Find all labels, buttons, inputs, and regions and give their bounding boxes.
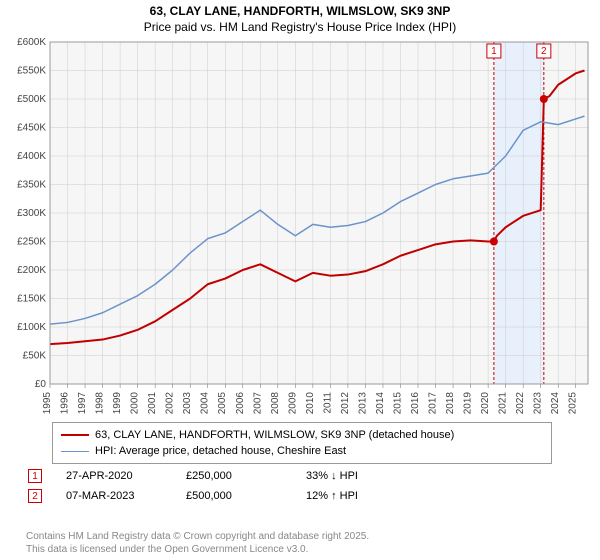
svg-text:£250K: £250K bbox=[17, 237, 46, 248]
svg-text:2001: 2001 bbox=[147, 392, 158, 415]
svg-text:2010: 2010 bbox=[305, 392, 316, 415]
line-chart-svg: £0 £50K £100K £150K £200K £250K £300K £350K £400… bbox=[0, 36, 600, 418]
svg-text:2023: 2023 bbox=[533, 392, 544, 415]
legend-row: HPI: Average price, detached house, Ches… bbox=[61, 443, 543, 459]
svg-text:2016: 2016 bbox=[410, 392, 421, 415]
event-date: 27-APR-2020 bbox=[66, 470, 186, 482]
legend-label: HPI: Average price, detached house, Ches… bbox=[95, 445, 346, 457]
svg-text:2019: 2019 bbox=[463, 392, 474, 415]
event-pct: 33% ↓ HPI bbox=[306, 470, 426, 482]
svg-text:1998: 1998 bbox=[95, 392, 106, 415]
svg-text:1997: 1997 bbox=[77, 392, 88, 415]
footer-attribution: Contains HM Land Registry data © Crown c… bbox=[26, 531, 369, 556]
legend-swatch bbox=[61, 451, 89, 452]
svg-text:£600K: £600K bbox=[17, 37, 46, 48]
svg-text:2017: 2017 bbox=[428, 392, 439, 415]
svg-text:2025: 2025 bbox=[568, 392, 579, 415]
event-table: 1 27-APR-2020£250,00033% ↓ HPI 2 07-MAR-202… bbox=[28, 466, 426, 506]
svg-text:2005: 2005 bbox=[217, 392, 228, 415]
svg-text:2007: 2007 bbox=[252, 392, 263, 415]
footer-line2: This data is licensed under the Open Gov… bbox=[26, 544, 369, 557]
footer-line1: Contains HM Land Registry data © Crown c… bbox=[26, 531, 369, 544]
svg-text:£150K: £150K bbox=[17, 294, 46, 305]
svg-text:£400K: £400K bbox=[17, 151, 46, 162]
event-row: 1 27-APR-2020£250,00033% ↓ HPI bbox=[28, 466, 426, 486]
event-price: £250,000 bbox=[186, 470, 306, 482]
legend-row: 63, CLAY LANE, HANDFORTH, WILMSLOW, SK9 … bbox=[61, 427, 543, 443]
event-pct: 12% ↑ HPI bbox=[306, 490, 426, 502]
svg-text:£550K: £550K bbox=[17, 66, 46, 77]
svg-text:2011: 2011 bbox=[322, 392, 333, 414]
event-price: £500,000 bbox=[186, 490, 306, 502]
chart-area: £0 £50K £100K £150K £200K £250K £300K £350K £400… bbox=[0, 36, 600, 418]
svg-text:£500K: £500K bbox=[17, 94, 46, 105]
legend: 63, CLAY LANE, HANDFORTH, WILMSLOW, SK9 … bbox=[52, 422, 552, 464]
svg-text:2009: 2009 bbox=[287, 392, 298, 415]
svg-text:1996: 1996 bbox=[60, 392, 71, 415]
event-date: 07-MAR-2023 bbox=[66, 490, 186, 502]
svg-text:2015: 2015 bbox=[392, 392, 403, 415]
svg-text:£200K: £200K bbox=[17, 265, 46, 276]
svg-text:2021: 2021 bbox=[498, 392, 509, 415]
svg-text:2024: 2024 bbox=[550, 392, 561, 415]
svg-text:2002: 2002 bbox=[165, 392, 176, 415]
svg-text:2008: 2008 bbox=[270, 392, 281, 415]
chart-title-line1: 63, CLAY LANE, HANDFORTH, WILMSLOW, SK9 … bbox=[0, 0, 600, 20]
legend-swatch bbox=[61, 434, 89, 436]
svg-text:2022: 2022 bbox=[515, 392, 526, 415]
svg-text:£350K: £350K bbox=[17, 180, 46, 191]
svg-text:1995: 1995 bbox=[42, 392, 53, 415]
chart-container: 63, CLAY LANE, HANDFORTH, WILMSLOW, SK9 … bbox=[0, 0, 600, 560]
svg-text:2012: 2012 bbox=[340, 392, 351, 415]
svg-text:£300K: £300K bbox=[17, 208, 46, 219]
svg-text:2003: 2003 bbox=[182, 392, 193, 415]
svg-text:£450K: £450K bbox=[17, 123, 46, 134]
svg-text:2013: 2013 bbox=[357, 392, 368, 415]
svg-text:2018: 2018 bbox=[445, 392, 456, 415]
svg-text:2020: 2020 bbox=[480, 392, 491, 415]
svg-text:£100K: £100K bbox=[17, 322, 46, 333]
event-row: 2 07-MAR-2023£500,00012% ↑ HPI bbox=[28, 486, 426, 506]
svg-text:2: 2 bbox=[541, 46, 547, 57]
svg-text:1: 1 bbox=[491, 46, 497, 57]
svg-text:2004: 2004 bbox=[200, 392, 211, 415]
svg-text:2000: 2000 bbox=[130, 392, 141, 415]
event-badge: 2 bbox=[28, 489, 42, 503]
svg-text:2006: 2006 bbox=[235, 392, 246, 415]
svg-text:1999: 1999 bbox=[112, 392, 123, 415]
svg-text:£0: £0 bbox=[35, 379, 47, 390]
chart-title-line2: Price paid vs. HM Land Registry's House … bbox=[0, 20, 600, 36]
svg-text:2014: 2014 bbox=[375, 392, 386, 415]
legend-label: 63, CLAY LANE, HANDFORTH, WILMSLOW, SK9 … bbox=[95, 429, 454, 441]
svg-text:£50K: £50K bbox=[23, 351, 47, 362]
event-badge: 1 bbox=[28, 469, 42, 483]
